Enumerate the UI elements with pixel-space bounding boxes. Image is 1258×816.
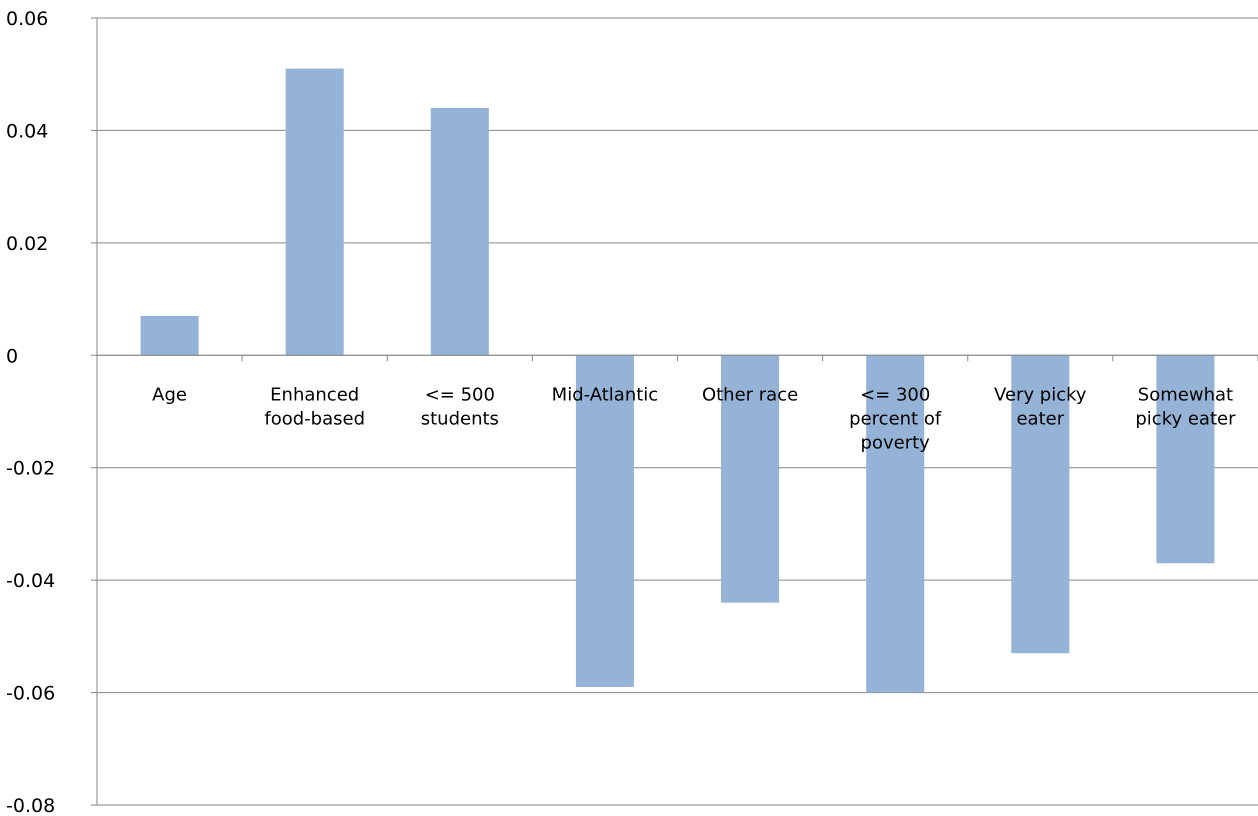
x-tick-label: <= 500 students [421,384,499,429]
y-axis-tick-labels: -0.08 -0.06 -0.04 -0.02 0 0.02 0.04 0.06 [6,8,55,816]
bar [140,315,199,356]
axes [91,17,1258,806]
x-tick-label: Mid-Atlantic [552,384,659,405]
bar [1156,355,1215,564]
x-tick-label: Other race [702,384,798,405]
y-tick-label: -0.02 [6,458,55,480]
y-tick-label: 0 [6,345,18,367]
bars [140,68,1215,693]
x-tick-label: Somewhat picky eater [1135,384,1236,429]
y-tick-label: 0.02 [6,233,48,255]
bar [1011,355,1070,654]
x-tick-label: Enhanced food-based [264,384,365,429]
bar [430,107,489,356]
y-tick-label: -0.04 [6,570,55,592]
y-tick-label: -0.08 [6,795,55,816]
x-axis-tick-labels: Age Enhanced food-based <= 500 students Mid-A… [152,384,1236,453]
x-tick-label: Age [152,384,187,405]
y-tick-label: 0.04 [6,120,48,142]
y-tick-label: -0.06 [6,683,55,705]
bar [285,68,344,356]
bar [721,355,780,603]
bar [575,355,634,687]
x-tick-label: <= 300 percent of poverty [849,384,942,453]
bar [866,355,925,693]
x-tick-label: Very picky eater [994,384,1087,429]
y-tick-label: 0.06 [6,8,48,30]
